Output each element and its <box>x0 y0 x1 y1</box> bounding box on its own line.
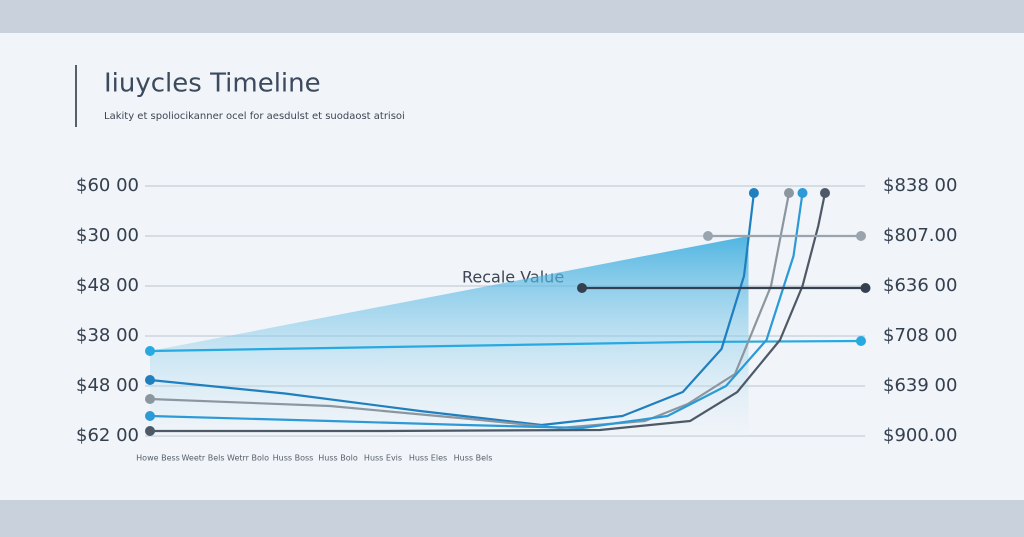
y-tick-label: $38 00 <box>76 325 139 346</box>
series-line <box>150 192 827 433</box>
y-tick-label: $48 00 <box>76 375 139 396</box>
y-tick-label: $48 00 <box>76 275 139 296</box>
point <box>703 231 713 241</box>
series-line <box>149 339 862 353</box>
series-line <box>149 192 791 430</box>
point <box>577 283 587 293</box>
y-tick-label: $60 00 <box>76 175 139 196</box>
point <box>797 188 808 198</box>
point <box>856 336 866 346</box>
series-line <box>149 192 755 427</box>
chart-title: Iiuycles Timeline <box>104 69 321 99</box>
point <box>145 394 155 404</box>
y2-tick-label: $838 00 <box>883 175 957 196</box>
y2-tick-label: $708 00 <box>883 325 957 346</box>
y-tick-label: $62 00 <box>76 425 139 446</box>
y-tick-label: $30 00 <box>76 225 139 246</box>
point <box>860 283 871 293</box>
point <box>145 346 155 356</box>
point <box>820 188 830 198</box>
y2-tick-label: $807.00 <box>883 225 957 246</box>
area <box>150 236 749 436</box>
point <box>145 426 155 436</box>
point <box>748 188 759 198</box>
x-tick-label: Weetr Bels <box>181 454 224 463</box>
x-tick-label: Howe Bess <box>136 454 180 463</box>
chart-subtitle: Lakity et spoliocikanner ocel for aesdul… <box>104 111 405 122</box>
x-tick-label: Huss Evis <box>364 454 402 463</box>
x-tick-label: Huss Bolo <box>318 454 358 463</box>
series-line <box>149 192 804 430</box>
point <box>784 188 794 198</box>
x-tick-label: Huss Boss <box>273 454 314 463</box>
y2-tick-label: $900.00 <box>883 425 957 446</box>
point <box>145 375 155 385</box>
point <box>145 411 155 421</box>
y2-tick-label: $639 00 <box>883 375 957 396</box>
point <box>856 231 866 241</box>
y2-tick-label: $636 00 <box>883 275 957 296</box>
x-tick-label: Huss Eles <box>409 454 447 463</box>
x-tick-label: Huss Bels <box>454 454 493 463</box>
x-tick-label: Wetrr Bolo <box>227 454 269 463</box>
